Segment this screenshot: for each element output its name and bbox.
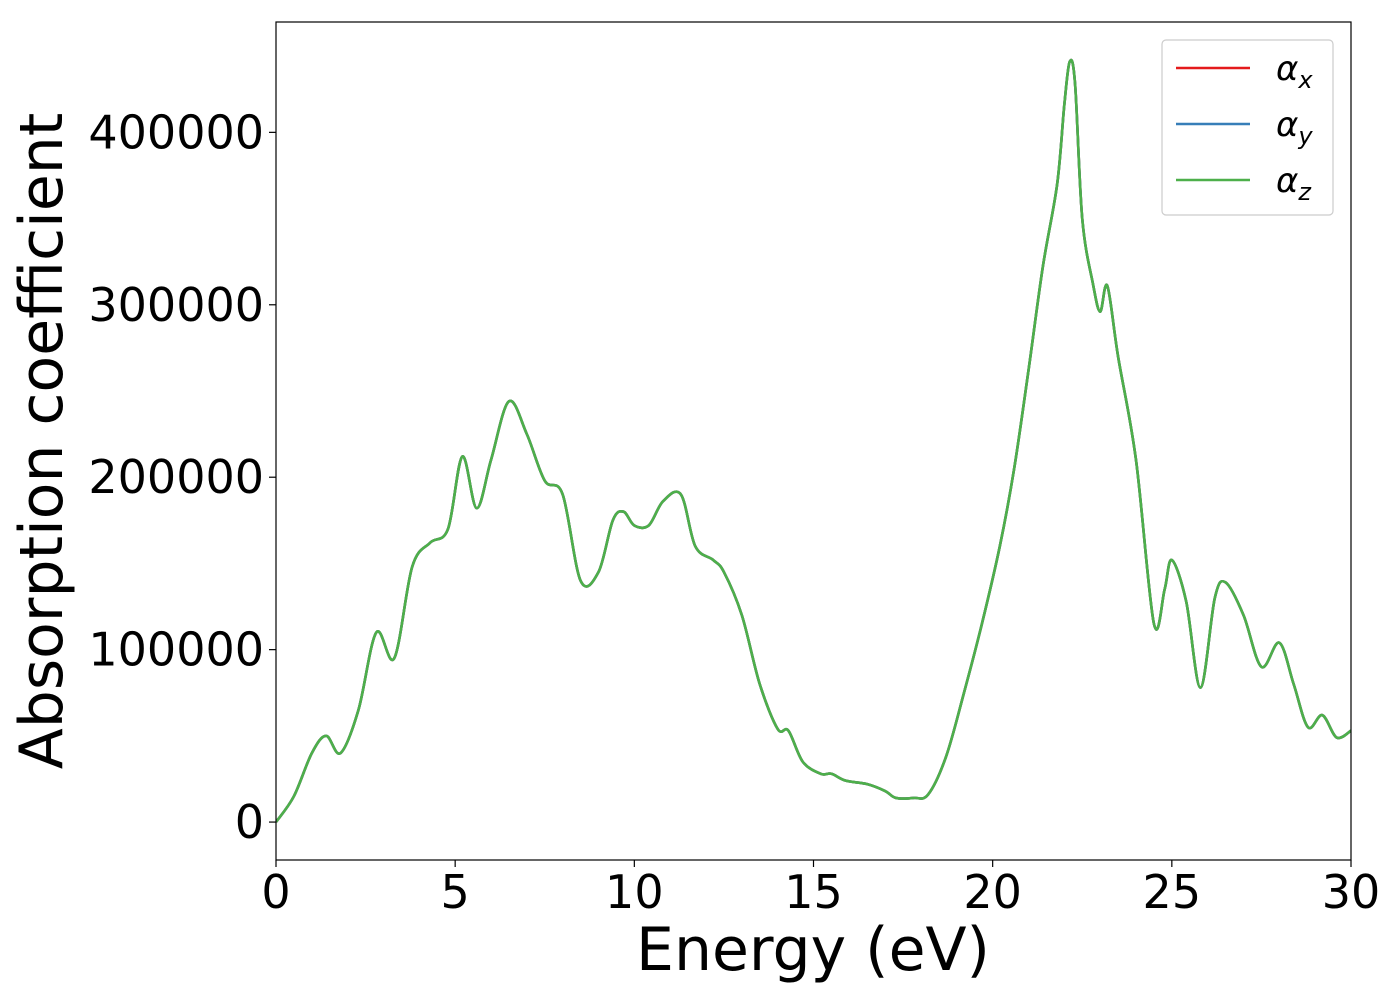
legend-label-y: αy xyxy=(1276,105,1313,150)
x-tick-label: 5 xyxy=(441,865,470,919)
legend-label-x: αx xyxy=(1276,49,1313,94)
x-tick-label: 25 xyxy=(1143,865,1202,919)
x-tick-label: 10 xyxy=(605,865,664,919)
y-tick-label: 200000 xyxy=(88,450,264,504)
y-tick-label: 100000 xyxy=(88,623,264,677)
plot-area xyxy=(276,58,1351,823)
y-axis-label: Absorption coefficient xyxy=(7,113,77,770)
x-tick-label: 20 xyxy=(963,865,1022,919)
axes: 0 5 10 15 20 25 30 0 100000 200000 300000 400000 xyxy=(88,21,1381,919)
x-tick-label: 0 xyxy=(261,865,290,919)
y-tick-label: 0 xyxy=(235,795,264,849)
y-tick-label: 300000 xyxy=(88,278,264,332)
legend-label-z: αz xyxy=(1276,161,1312,206)
y-tick-label: 400000 xyxy=(88,105,264,159)
series-lines xyxy=(276,58,1351,823)
x-tick-label: 30 xyxy=(1322,865,1381,919)
legend-box xyxy=(1161,39,1334,216)
x-tick-label: 15 xyxy=(784,865,843,919)
legend: αx αy αz xyxy=(1161,39,1334,216)
series-line-z xyxy=(276,58,1351,823)
x-axis-label: Energy (eV) xyxy=(636,915,990,985)
